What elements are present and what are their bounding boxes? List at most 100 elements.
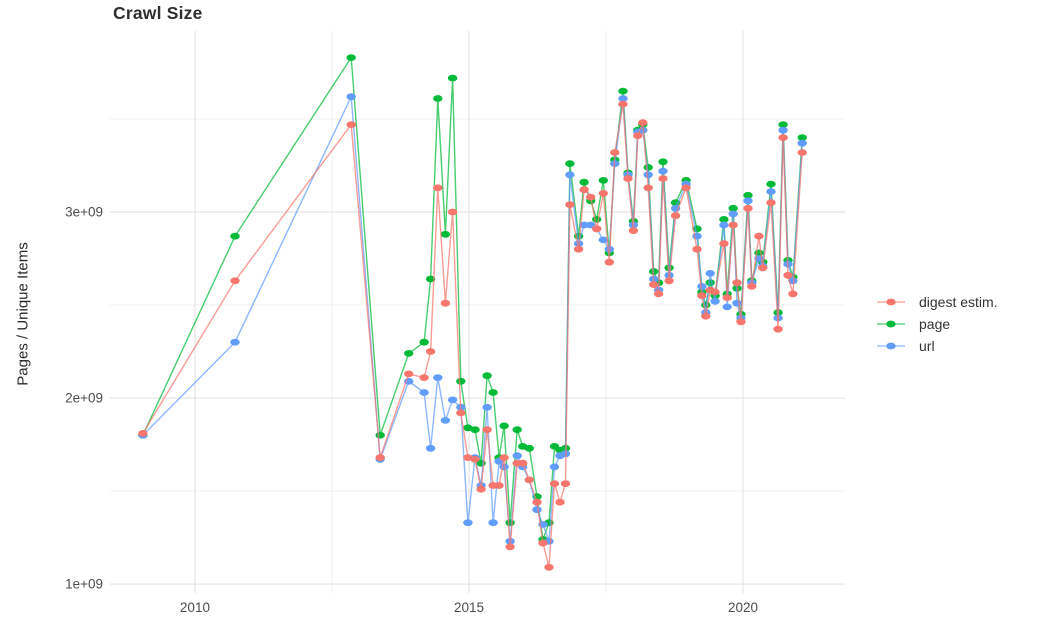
- series-digest-estim-point: [138, 430, 148, 437]
- legend: digest estim. page url: [876, 291, 998, 357]
- series-digest-estim-point: [722, 294, 732, 301]
- x-tick-label: 2010: [180, 600, 210, 615]
- series-digest-estim-point: [670, 212, 681, 220]
- series-url-point: [425, 444, 436, 452]
- series-page-point: [463, 424, 473, 432]
- legend-label: digest estim.: [919, 294, 998, 310]
- series-digest-estim-point: [456, 409, 466, 417]
- series-page-point: [440, 230, 451, 238]
- series-page-point: [778, 121, 788, 128]
- series-url-point: [482, 403, 492, 411]
- series-digest-estim-point: [788, 290, 798, 298]
- series-url-point: [732, 299, 742, 307]
- series-digest-estim-line: [142, 103, 803, 568]
- series-url-point: [797, 139, 807, 147]
- series-page-point: [419, 338, 429, 346]
- series-digest-estim-point: [633, 132, 643, 140]
- series-url-point: [728, 210, 738, 218]
- series-page-point: [743, 191, 753, 199]
- series-url-point: [710, 297, 720, 305]
- series-url-point: [579, 221, 589, 229]
- series-digest-estim-point: [638, 119, 648, 127]
- legend-item-url: url: [876, 335, 998, 357]
- series-digest-estim-point: [494, 482, 504, 489]
- series-url-point: [778, 126, 788, 134]
- series-page-point: [579, 178, 589, 186]
- series-digest-estim-point: [440, 299, 451, 307]
- series-digest-estim-point: [565, 201, 575, 209]
- series-digest-estim-point: [681, 184, 691, 192]
- chart-title: Crawl Size: [113, 3, 203, 23]
- series-digest-estim-point: [758, 264, 768, 272]
- series-page-point: [425, 275, 436, 283]
- series-digest-estim-point: [505, 543, 515, 551]
- series-page-point: [230, 232, 240, 240]
- series-digest-estim-point: [719, 240, 729, 248]
- series-digest-estim-point: [604, 258, 614, 266]
- series-url-point: [598, 236, 608, 244]
- series-url-point: [488, 519, 498, 527]
- series-page-point: [705, 279, 715, 287]
- series-digest-estim-point: [653, 290, 664, 298]
- series-digest-estim-point: [538, 539, 548, 547]
- series-url-point: [658, 167, 668, 175]
- series-digest-estim-point: [701, 312, 711, 320]
- series-digest-estim-point: [425, 348, 436, 355]
- series-digest-estim-point: [433, 184, 443, 192]
- series-page-point: [505, 519, 515, 527]
- series-digest-estim-point: [346, 121, 356, 128]
- series-url-point: [433, 374, 443, 381]
- legend-key-icon: [877, 320, 905, 328]
- series-url-point: [719, 221, 729, 229]
- series-digest-estim-point: [754, 232, 764, 240]
- series-page-point: [766, 180, 776, 188]
- series-digest-estim-point: [623, 175, 633, 182]
- series-digest-estim-point: [579, 186, 589, 194]
- legend-item-digest-estim: digest estim.: [876, 291, 998, 313]
- series-digest-estim-point: [532, 498, 542, 506]
- legend-item-page: page: [876, 313, 998, 335]
- y-tick-label: 1e+09: [65, 577, 103, 592]
- series-digest-estim-point: [797, 149, 807, 156]
- series-digest-estim-point: [747, 283, 757, 290]
- series-digest-estim-point: [555, 498, 565, 506]
- series-digest-estim-point: [743, 204, 753, 212]
- series-page-point: [470, 426, 480, 434]
- series-digest-estim-point: [375, 454, 385, 461]
- series-digest-estim-point: [649, 281, 659, 288]
- series-page-point: [482, 372, 492, 380]
- series-page-point: [346, 54, 356, 61]
- series-url-point: [766, 188, 776, 195]
- series-page-point: [565, 160, 575, 168]
- series-digest-estim-point: [544, 563, 554, 571]
- series-digest-estim-point: [447, 208, 458, 216]
- series-page-point: [404, 350, 414, 357]
- series-digest-estim-point: [549, 480, 560, 487]
- series-digest-estim-point: [610, 149, 620, 156]
- series-digest-estim-point: [692, 245, 702, 253]
- series-url-point: [549, 463, 560, 471]
- series-digest-estim-point: [470, 456, 480, 463]
- series-page-point: [488, 389, 498, 396]
- series-digest-estim-point: [573, 245, 584, 253]
- series-digest-estim-point: [586, 193, 596, 201]
- series-url-line: [142, 95, 803, 542]
- series-page-point: [618, 87, 628, 95]
- series-page-point: [592, 216, 602, 223]
- series-url-point: [532, 506, 542, 514]
- series-url-point: [697, 283, 707, 290]
- series-digest-estim-point: [736, 318, 746, 326]
- series-page-point: [524, 444, 534, 452]
- series-url-point: [419, 389, 429, 396]
- series-page-point: [719, 216, 729, 223]
- x-tick-label: 2015: [454, 600, 484, 615]
- series-digest-estim-point: [560, 480, 571, 487]
- series-url-point: [230, 338, 240, 346]
- legend-key-icon: [877, 298, 905, 306]
- series-digest-estim-point: [463, 454, 473, 461]
- series-digest-estim-point: [710, 288, 720, 296]
- series-url-point: [565, 171, 575, 179]
- y-axis-title: Pages / Unique Items: [14, 242, 32, 386]
- y-tick-label: 2e+09: [65, 391, 103, 406]
